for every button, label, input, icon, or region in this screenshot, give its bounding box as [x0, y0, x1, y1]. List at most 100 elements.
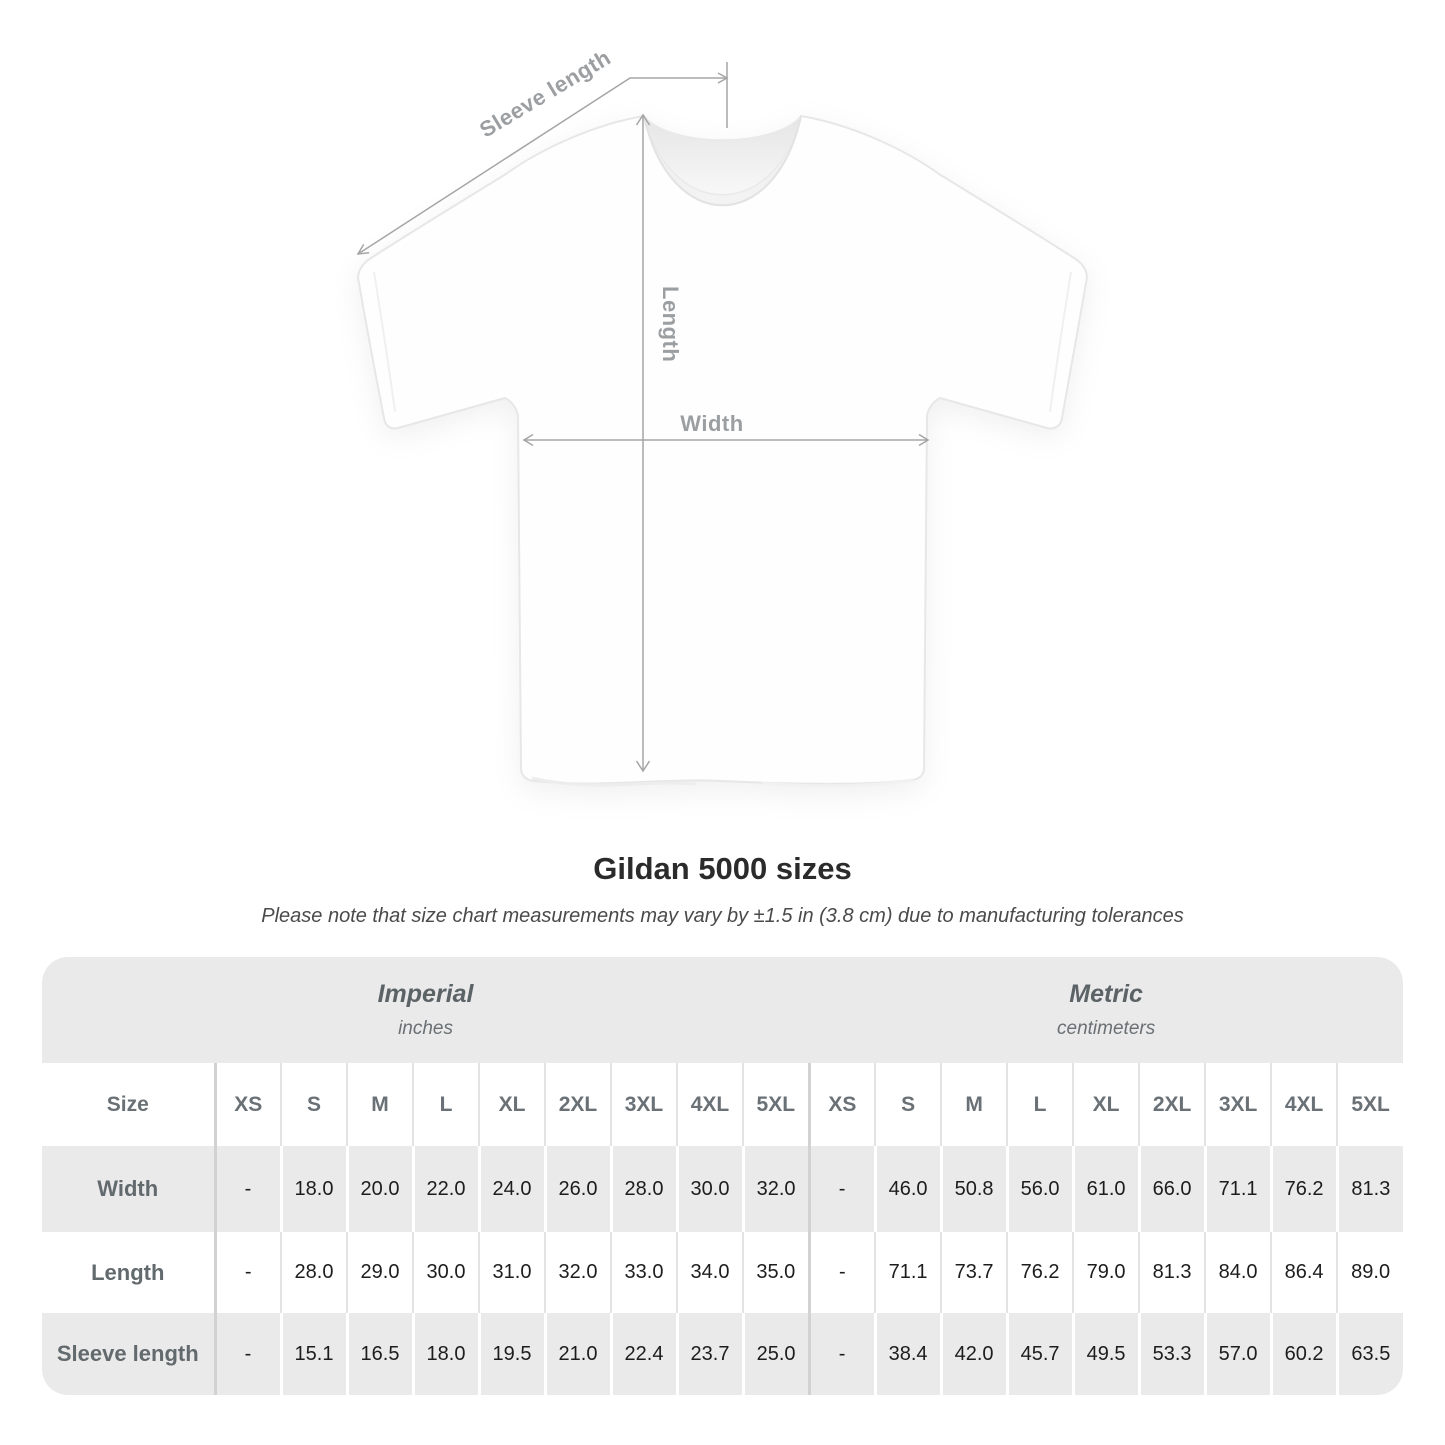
table-cell: 20.0 [345, 1146, 413, 1232]
sleeve-length-arrow [356, 62, 729, 255]
table-cell: 31.0 [478, 1232, 545, 1313]
tshirt-illustration [357, 114, 1088, 788]
size-header: 3XL [610, 1063, 677, 1146]
imperial-group-header: Imperial inches [42, 957, 810, 1063]
table-cell: 81.3 [1138, 1232, 1206, 1313]
size-header: 2XL [544, 1063, 611, 1146]
size-header: S [280, 1063, 347, 1146]
table-cell: - [807, 1232, 876, 1313]
table-cell: 22.0 [411, 1146, 479, 1232]
tshirt-right-cuff-seam [1049, 271, 1072, 413]
table-cell: 22.4 [609, 1313, 677, 1395]
table-cell: 46.0 [873, 1146, 942, 1232]
size-header: 5XL [741, 1063, 810, 1146]
page-title: Gildan 5000 sizes [593, 851, 852, 886]
table-cell: 30.0 [412, 1232, 479, 1313]
table-cell: 60.2 [1269, 1313, 1338, 1395]
width-row: Width - 18.0 20.0 22.0 24.0 26.0 28.0 30… [42, 1146, 1403, 1232]
table-cell: - [213, 1146, 281, 1232]
row-label: Width [42, 1146, 215, 1232]
table-cell: 15.1 [279, 1313, 347, 1395]
table-cell: 61.0 [1071, 1146, 1140, 1232]
table-cell: 18.0 [411, 1313, 479, 1395]
table-cell: 45.7 [1005, 1313, 1074, 1395]
table-cell: 24.0 [477, 1146, 545, 1232]
size-header: L [1006, 1063, 1074, 1146]
table-cell: 66.0 [1137, 1146, 1206, 1232]
table-cell: 81.3 [1335, 1146, 1403, 1232]
table-cell: 30.0 [675, 1146, 743, 1232]
table-cell: 35.0 [741, 1232, 810, 1313]
tshirt-collar-seam [643, 115, 802, 207]
tshirt-left-cuff-seam [373, 271, 396, 413]
table-cell: 76.2 [1006, 1232, 1074, 1313]
table-cell: 23.7 [675, 1313, 743, 1395]
table-cell: 19.5 [477, 1313, 545, 1395]
imperial-unit-label: inches [398, 1018, 453, 1039]
size-header: M [940, 1063, 1008, 1146]
imperial-label: Imperial [377, 980, 474, 1008]
table-cell: - [213, 1232, 281, 1313]
sleeve-length-row: Sleeve length - 15.1 16.5 18.0 19.5 21.0… [42, 1313, 1403, 1395]
table-cell: 29.0 [346, 1232, 413, 1313]
table-cell: 71.1 [874, 1232, 942, 1313]
table-cell: 18.0 [279, 1146, 347, 1232]
tolerance-note: Please note that size chart measurements… [261, 905, 1184, 927]
metric-group-header: Metric centimeters [809, 957, 1403, 1063]
length-row: Length - 28.0 29.0 30.0 31.0 32.0 33.0 3… [42, 1232, 1403, 1313]
table-cell: 34.0 [676, 1232, 743, 1313]
size-header: 2XL [1138, 1063, 1206, 1146]
table-cell: 50.8 [939, 1146, 1008, 1232]
table-cell: 71.1 [1203, 1146, 1272, 1232]
table-cell: 32.0 [544, 1232, 611, 1313]
table-cell: 16.5 [345, 1313, 413, 1395]
table-cell: 57.0 [1203, 1313, 1272, 1395]
metric-label: Metric [1069, 980, 1143, 1008]
size-header: L [412, 1063, 479, 1146]
size-header: 4XL [1270, 1063, 1338, 1146]
table-cell: 84.0 [1204, 1232, 1272, 1313]
table-cell: 38.4 [873, 1313, 942, 1395]
table-cell: 73.7 [940, 1232, 1008, 1313]
table-cell: 89.0 [1336, 1232, 1403, 1313]
size-header: M [346, 1063, 413, 1146]
table-cell: 49.5 [1071, 1313, 1140, 1395]
metric-unit-label: centimeters [1057, 1018, 1156, 1039]
table-cell: 79.0 [1072, 1232, 1140, 1313]
size-header: XS [213, 1063, 281, 1146]
tshirt-body [357, 114, 1088, 785]
table-cell: 28.0 [609, 1146, 677, 1232]
tshirt-hem-crease [531, 776, 697, 787]
row-label: Length [42, 1232, 215, 1313]
length-label: Length [658, 286, 683, 362]
table-cell: - [807, 1146, 876, 1232]
table-cell: 86.4 [1270, 1232, 1338, 1313]
size-header: XS [807, 1063, 876, 1146]
size-header: 4XL [676, 1063, 743, 1146]
size-header-row: Size XS S M L XL 2XL 3XL 4XL 5XL XS S M … [42, 1063, 1403, 1146]
table-cell: 26.0 [543, 1146, 611, 1232]
size-table: Imperial inches Metric centimeters Size … [42, 957, 1403, 1395]
sleeve-length-label: Sleeve length [475, 45, 615, 143]
table-cell: 33.0 [610, 1232, 677, 1313]
width-arrow [522, 433, 930, 447]
size-corner-header: Size [42, 1063, 215, 1146]
table-cell: - [213, 1313, 281, 1395]
size-header: XL [478, 1063, 545, 1146]
table-cell: 42.0 [939, 1313, 1008, 1395]
table-cell: 53.3 [1137, 1313, 1206, 1395]
measurement-annotations [356, 62, 930, 773]
tshirt-hem-crease-right [761, 778, 915, 788]
tshirt-diagram: Sleeve length Length Width [356, 45, 1088, 788]
table-cell: 76.2 [1269, 1146, 1338, 1232]
unit-group-header-row: Imperial inches Metric centimeters [42, 957, 1403, 1063]
table-cell: 21.0 [543, 1313, 611, 1395]
row-label: Sleeve length [42, 1313, 215, 1395]
width-label: Width [680, 411, 743, 436]
length-arrow [635, 113, 651, 773]
table-cell: 56.0 [1005, 1146, 1074, 1232]
table-cell: 32.0 [741, 1146, 810, 1232]
size-header: XL [1072, 1063, 1140, 1146]
size-header: S [874, 1063, 942, 1146]
